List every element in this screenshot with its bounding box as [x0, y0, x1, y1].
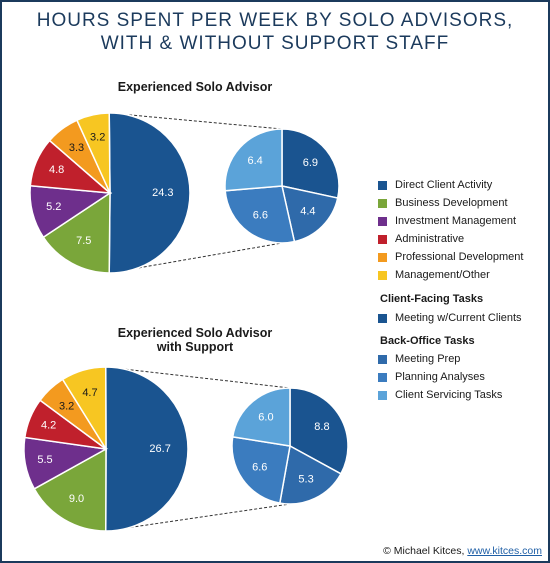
- pie1-slice-direct-client-activity: [108, 112, 191, 274]
- pie2-slice-direct-client-activity: [105, 366, 189, 532]
- pie1-breakout-value-client-servicing-tasks: 6.4: [247, 155, 262, 167]
- legend-swatch: [378, 270, 387, 280]
- connector-line-bottom: [109, 242, 283, 274]
- pie2-breakout-value-meeting-prep: 5.3: [298, 473, 313, 485]
- pie2-breakout-slice-meeting-w-current-clients: [289, 387, 349, 475]
- legend-swatch: [378, 252, 387, 262]
- pie2-breakout-value-planning-analyses: 6.6: [252, 461, 267, 473]
- connector-line-bottom: [105, 503, 291, 532]
- legend-label: Meeting w/Current Clients: [395, 312, 522, 324]
- pie2-breakout-value-client-servicing-tasks: 6.0: [258, 412, 273, 424]
- legend-item-planning-analyses: Planning Analyses: [378, 370, 485, 384]
- pie1-breakout-slice-client-servicing-tasks: [224, 128, 283, 192]
- pie1-value-direct-client-activity: 24.3: [152, 187, 173, 199]
- legend-heading-client-facing: Client-Facing Tasks: [380, 293, 484, 305]
- legend-label: Client Servicing Tasks: [395, 389, 503, 401]
- legend-item-administrative: Administrative: [378, 232, 464, 246]
- pie1-value-professional-development: 3.3: [69, 142, 84, 154]
- pie1-value-investment-management: 5.2: [46, 201, 61, 213]
- legend-item-client-servicing-tasks: Client Servicing Tasks: [378, 388, 502, 402]
- legend-swatch: [378, 216, 387, 226]
- chart-title-line2: WITH & WITHOUT SUPPORT STAFF: [100, 33, 450, 54]
- legend-label: Meeting Prep: [395, 353, 461, 365]
- pie1-breakout-slice-planning-analyses: [224, 185, 296, 244]
- pie2-value-management-other: 4.7: [82, 387, 97, 399]
- pie2-value-administrative: 4.2: [41, 419, 56, 431]
- legend-swatch: [378, 354, 387, 364]
- pie1-value-management-other: 3.2: [90, 131, 105, 143]
- pie1-value-administrative: 4.8: [49, 164, 64, 176]
- credit-text: © Michael Kitces,: [383, 545, 468, 557]
- chart-title-line1: HOURS SPENT PER WEEK BY SOLO ADVISORS,: [36, 10, 514, 31]
- credit: © Michael Kitces, www.kitces.com: [383, 545, 542, 557]
- pie1-breakout-slice-meeting-w-current-clients: [281, 128, 340, 199]
- pie1-breakout-value-meeting-w-current-clients: 6.9: [303, 157, 318, 169]
- legend-item-business-development: Business Development: [378, 196, 508, 210]
- legend-item-management-other: Management/Other: [378, 268, 490, 282]
- legend-item-investment-management: Investment Management: [378, 214, 516, 228]
- pie1-breakout-value-planning-analyses: 6.6: [253, 209, 268, 221]
- legend-swatch: [378, 313, 387, 323]
- pie1-breakout-value-meeting-prep: 4.4: [300, 206, 315, 218]
- pie1-slice-business-development: [42, 191, 111, 274]
- legend-label: Direct Client Activity: [395, 179, 493, 191]
- pie2-title-line1: Experienced Solo Advisor: [117, 326, 273, 340]
- pie2-title-line2: with Support: [156, 340, 234, 354]
- pie2-value-professional-development: 3.2: [59, 400, 74, 412]
- legend-swatch: [378, 372, 387, 382]
- pie2-breakout-slice-meeting-prep: [278, 444, 342, 505]
- legend-item-meeting-prep: Meeting Prep: [378, 352, 460, 366]
- pie2-value-direct-client-activity: 26.7: [149, 443, 170, 455]
- legend-item-meeting-current-clients: Meeting w/Current Clients: [378, 311, 522, 325]
- legend-swatch: [378, 198, 387, 208]
- pie1-slice-management-other: [75, 112, 111, 194]
- legend-label: Planning Analyses: [395, 371, 485, 383]
- legend-swatch: [378, 180, 387, 190]
- pie2-breakout-slice-planning-analyses: [231, 435, 291, 504]
- legend-item-professional-development: Professional Development: [378, 250, 523, 264]
- legend-item-direct-client-activity: Direct Client Activity: [378, 178, 492, 192]
- pie1-title: Experienced Solo Advisor: [117, 80, 273, 94]
- connector-line-top: [105, 366, 291, 389]
- pie2-slice-business-development: [33, 447, 107, 532]
- pie1-breakout-slice-meeting-prep: [281, 185, 339, 243]
- legend-label: Management/Other: [395, 269, 490, 281]
- pie2-breakout-value-meeting-w-current-clients: 8.8: [314, 421, 329, 433]
- pie2-slice-management-other: [61, 366, 107, 452]
- pie2-value-business-development: 9.0: [69, 493, 84, 505]
- legend-label: Investment Management: [395, 215, 517, 227]
- legend-label: Business Development: [395, 197, 508, 209]
- connector-line-top: [109, 112, 283, 130]
- legend-heading-back-office: Back-Office Tasks: [380, 335, 475, 347]
- credit-link[interactable]: www.kitces.com: [467, 545, 542, 557]
- pie1-value-business-development: 7.5: [76, 235, 91, 247]
- pie2-value-investment-management: 5.5: [37, 454, 52, 466]
- legend-swatch: [378, 234, 387, 244]
- pie2-breakout-slice-client-servicing-tasks: [231, 387, 291, 447]
- legend-swatch: [378, 390, 387, 400]
- legend-label: Professional Development: [395, 251, 524, 263]
- legend-label: Administrative: [395, 233, 465, 245]
